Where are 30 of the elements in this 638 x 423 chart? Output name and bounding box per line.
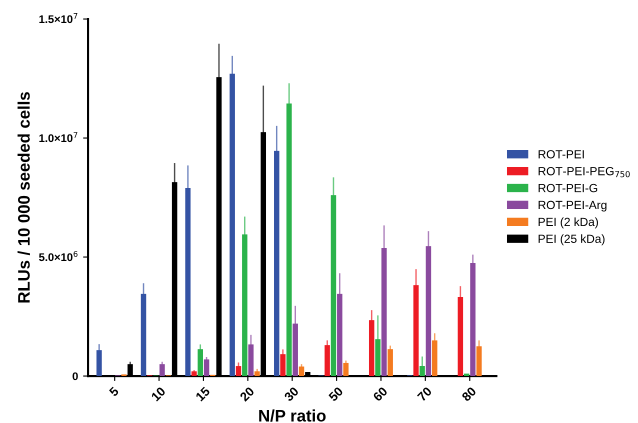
legend-label: PEI (25 kDa)	[538, 234, 605, 246]
x-tick-label: 15	[195, 386, 210, 402]
bar	[191, 371, 197, 376]
bar	[343, 362, 349, 376]
x-tick-label: 60	[372, 386, 388, 402]
legend-label: PEI (2 kDa)	[538, 217, 598, 228]
x-tick-label: 5	[108, 386, 120, 397]
legend-label: ROT-PEI-PEG$_{750}$	[538, 166, 630, 178]
x-tick-label: 80	[461, 386, 477, 402]
y-tick-label: 1.5×10$^{7}$	[39, 13, 78, 24]
x-tick-label: 70	[416, 386, 432, 402]
y-tick-label: 5.0×10$^{6}$	[38, 250, 78, 262]
y-axis-title: RLUs / 10 000 seeded cells	[18, 92, 30, 302]
legend-label: ROT-PEI-G	[538, 184, 598, 192]
bar	[464, 374, 470, 376]
bar	[160, 364, 165, 376]
y-tick-label: 0	[72, 372, 78, 380]
x-tick-label: 10	[150, 386, 166, 402]
legend-label: ROT-PEI	[538, 150, 584, 158]
bar	[388, 349, 393, 376]
x-tick-label: 50	[328, 386, 344, 402]
bar	[204, 359, 210, 376]
x-tick-label: 30	[284, 386, 300, 402]
y-tick-label: 1.0×10$^{7}$	[39, 132, 78, 142]
bar	[298, 366, 304, 376]
bar	[236, 366, 242, 376]
x-axis-title: N/P ratio	[259, 409, 326, 422]
x-tick-label: 20	[239, 386, 255, 402]
legend-label: ROT-PEI-Arg	[538, 200, 606, 212]
bar	[254, 371, 260, 376]
